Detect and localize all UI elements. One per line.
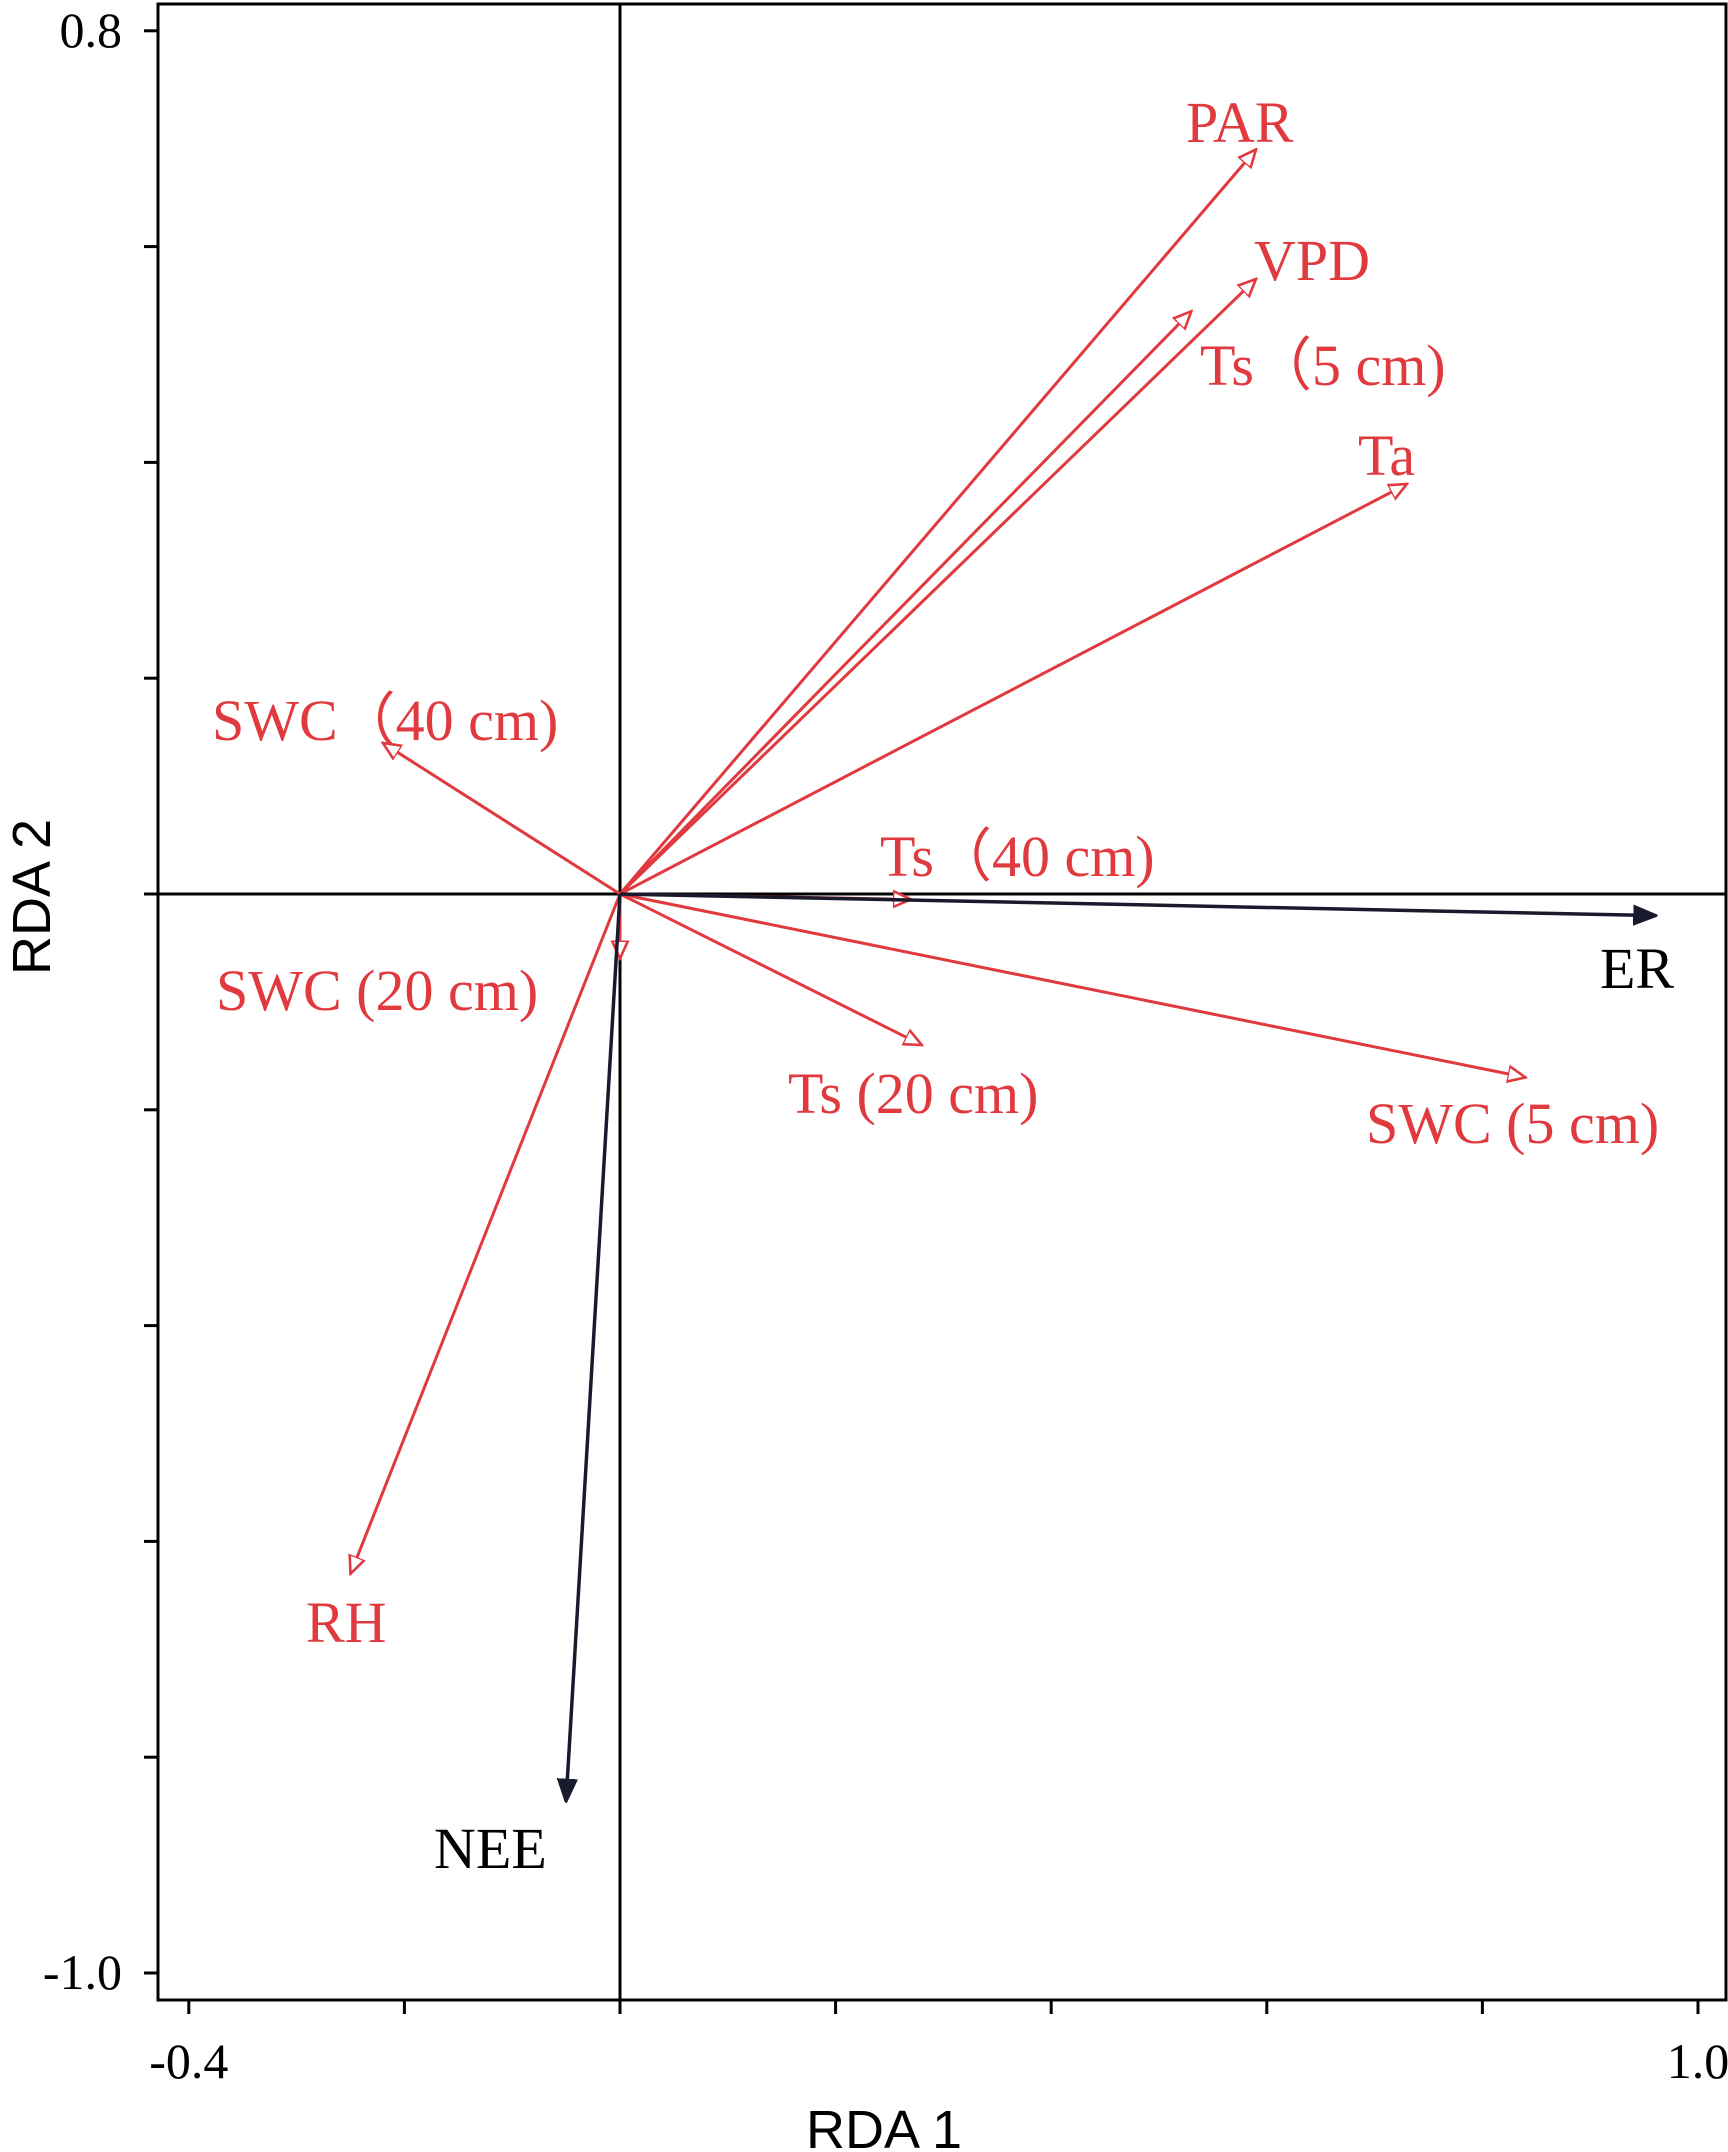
explanatory-vector [351,893,622,1574]
plot-frame [156,2,1728,2002]
explanatory-vector-label: SWC (5 cm) [1366,1091,1659,1156]
y-tick-label: -1.0 [43,1944,122,2000]
y-axis-title: RDA 2 [2,819,62,975]
explanatory-vector-label: PAR [1186,90,1294,155]
explanatory-vector-label: Ts (20 cm) [788,1061,1038,1126]
explanatory-vector-label: Ts（40 cm) [880,824,1155,889]
explanatory-vector [619,484,1407,896]
explanatory-vector-label: Ts（5 cm) [1200,333,1446,398]
response-vector [619,892,1655,916]
x-tick-label: -0.4 [149,2033,228,2089]
explanatory-vector [618,149,1256,895]
explanatory-vector [618,279,1256,896]
x-axis-title: RDA 1 [806,2100,962,2152]
x-axis: -0.4 1.0 [149,2000,1728,2089]
y-axis: 0.8 -1.0 [43,2,158,2000]
explanatory-vector-label: VPD [1254,228,1370,293]
explanatory-vector-label: Ta [1358,423,1415,488]
explanatory-vector-label: SWC（40 cm) [212,688,558,753]
explanatory-vector [619,892,1526,1077]
explanatory-vector [618,311,1191,896]
y-tick-label: 0.8 [60,2,123,58]
explanatory-vectors: PAR VPD Ts（5 cm) Ta SWC（40 cm) Ts（40 cm) SWC (… [212,90,1659,1655]
response-vectors: ER NEE [434,892,1674,1881]
response-vector-label: NEE [434,1816,547,1881]
x-tick-label: 1.0 [1667,2033,1728,2089]
explanatory-vector-label: SWC (20 cm) [216,958,538,1023]
response-vector [566,893,622,1800]
explanatory-vector [383,743,621,896]
explanatory-vector-label: RH [306,1590,387,1655]
response-vector-label: ER [1600,936,1674,1001]
explanatory-vector [619,892,922,1045]
